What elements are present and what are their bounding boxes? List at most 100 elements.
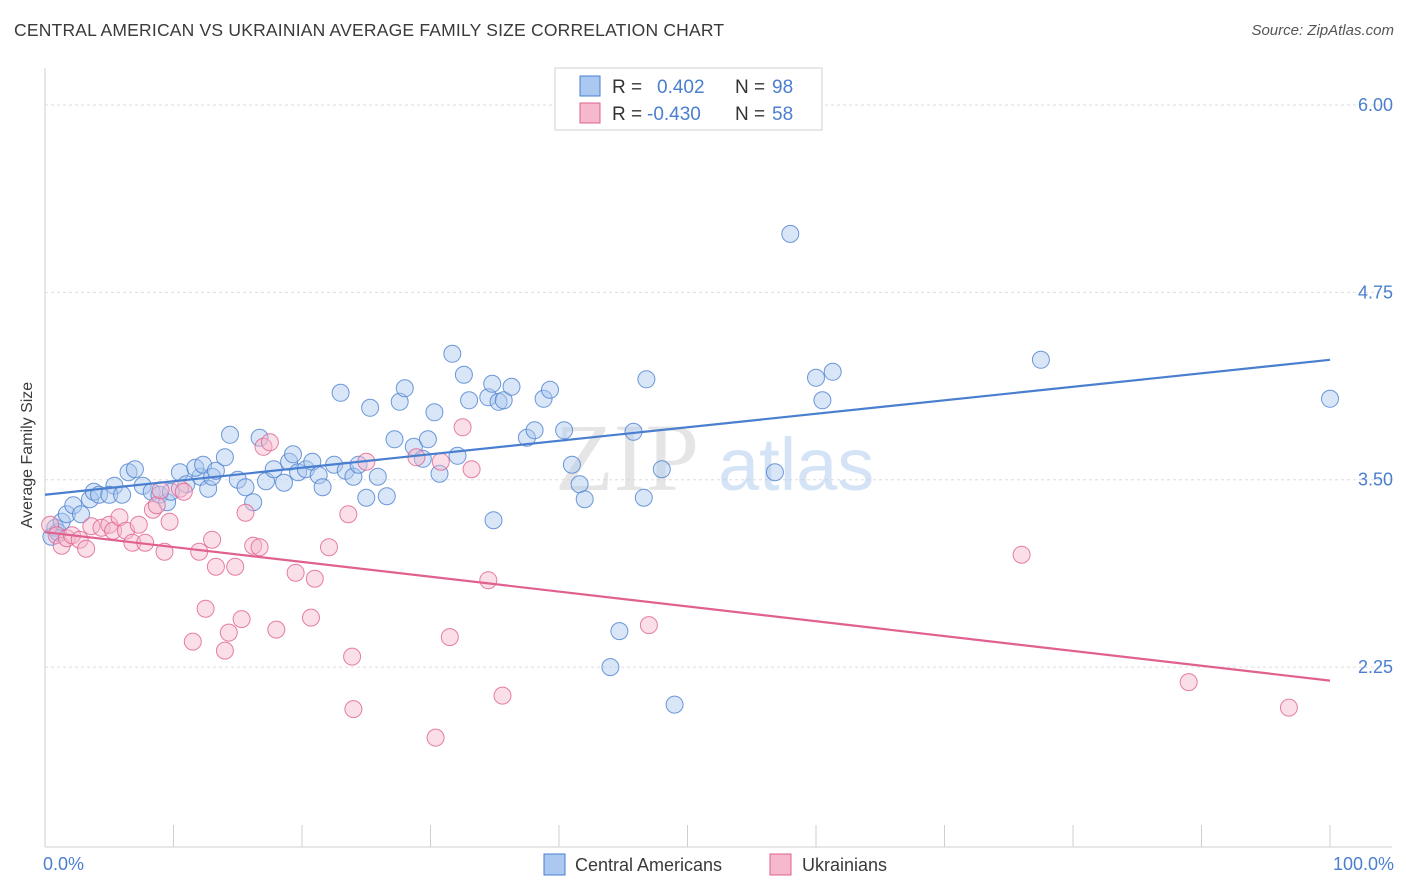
bottom-legend-label-central-americans: Central Americans [575, 855, 722, 875]
legend-r-value-1: -0.430 [647, 104, 701, 125]
central-american-point-27 [206, 461, 225, 480]
watermark-atlas: atlas [718, 423, 874, 506]
central-american-point-36 [275, 473, 293, 492]
central-american-point-51 [368, 467, 387, 486]
ukrainian-point-20 [160, 512, 179, 531]
ukrainian-point-6 [77, 539, 96, 558]
y-tick-labels: 2.25 3.50 4.75 6.00 [1358, 95, 1393, 677]
ukrainian-point-22 [174, 482, 193, 501]
ukrainian-point-49 [440, 628, 459, 647]
ukrainian-point-23 [183, 632, 202, 651]
bottom-legend-label-ukrainians: Ukrainians [802, 855, 887, 875]
central-american-point-73 [534, 389, 553, 408]
series-central-americans [42, 224, 1339, 714]
ukrainian-point-32 [236, 503, 255, 522]
central-american-point-28 [215, 448, 234, 467]
ukrainian-point-28 [215, 641, 234, 660]
ukrainian-point-53 [493, 686, 512, 705]
bottom-legend-swatch-central-americans [543, 853, 566, 876]
ukrainian-point-55 [1012, 545, 1031, 564]
x-tick-label-min: 0.0% [43, 854, 84, 874]
central-american-point-50 [361, 398, 380, 417]
ukrainian-point-56 [1179, 673, 1198, 692]
central-american-point-29 [221, 425, 239, 444]
central-american-point-49 [357, 488, 376, 507]
ukrainian-point-38 [286, 563, 305, 582]
ukrainian-point-33 [244, 536, 263, 555]
series-legend: Central Americans Ukrainians [543, 853, 887, 876]
legend-r-label-1: R = [612, 104, 642, 125]
bottom-legend-swatch-ukrainians [769, 853, 792, 876]
stats-legend: R = 0.402 N = 98 R = -0.430 N = 58 [554, 67, 823, 131]
central-american-point-45 [331, 383, 350, 402]
legend-n-value-1: 58 [772, 104, 793, 125]
ukrainian-point-36 [260, 433, 279, 452]
central-american-point-78 [575, 490, 594, 509]
y-tick-label-1: 3.50 [1358, 470, 1393, 490]
ukrainian-point-35 [254, 437, 273, 456]
central-american-point-53 [385, 430, 404, 449]
central-american-point-74 [541, 380, 559, 399]
ukrainian-point-14 [129, 515, 148, 534]
central-american-point-89 [813, 391, 832, 410]
ukrainian-point-42 [339, 505, 358, 524]
central-american-point-77 [570, 475, 589, 494]
central-american-point-38 [284, 445, 302, 464]
ukrainian-point-43 [343, 647, 362, 666]
central-american-point-43 [313, 478, 332, 497]
chart-source: Source: ZipAtlas.com [1251, 22, 1394, 39]
central-american-point-76 [562, 455, 581, 474]
central-american-point-32 [244, 493, 263, 512]
central-american-point-71 [517, 428, 536, 447]
legend-swatch-central-americans [579, 75, 601, 97]
grid-lines [45, 104, 1392, 668]
ukrainian-point-52 [479, 571, 498, 590]
central-american-point-14 [125, 460, 144, 479]
central-american-point-75 [555, 421, 574, 440]
ukrainian-point-47 [426, 728, 445, 747]
ukrainian-point-37 [267, 620, 286, 639]
legend-n-label-1: N = [735, 104, 765, 125]
central-american-point-47 [344, 467, 363, 486]
central-american-point-54 [390, 392, 409, 411]
x-tick-label-max: 100.0% [1333, 854, 1394, 874]
trend-line-central-americans [44, 358, 1331, 496]
central-american-point-70 [502, 377, 521, 396]
series-ukrainians [41, 418, 1298, 747]
central-american-point-91 [1031, 350, 1050, 369]
central-american-point-6 [72, 505, 90, 524]
ukrainian-point-31 [232, 610, 251, 629]
legend-n-value-0: 98 [772, 77, 793, 98]
central-american-point-69 [494, 391, 513, 410]
central-american-point-85 [665, 695, 684, 714]
central-american-point-5 [64, 496, 83, 515]
ukrainian-point-25 [196, 599, 215, 618]
central-american-point-88 [807, 368, 825, 387]
axes [44, 68, 1392, 848]
central-american-point-67 [484, 511, 503, 530]
y-tick-label-2: 4.75 [1358, 282, 1393, 302]
ukrainian-point-54 [639, 616, 658, 635]
central-american-point-79 [601, 658, 620, 677]
central-american-point-55 [395, 379, 414, 398]
ukrainian-point-48 [431, 452, 450, 471]
ukrainian-point-57 [1279, 698, 1298, 717]
central-american-point-12 [113, 485, 132, 504]
central-american-point-80 [610, 622, 629, 641]
central-american-point-92 [1321, 389, 1339, 408]
central-american-point-25 [199, 479, 218, 498]
ukrainian-point-29 [219, 623, 238, 642]
central-american-point-82 [634, 488, 653, 507]
ukrainian-point-17 [147, 496, 166, 515]
ukrainian-point-44 [344, 700, 363, 719]
central-american-point-90 [823, 362, 842, 381]
ukrainian-point-51 [462, 460, 481, 479]
central-american-point-86 [765, 463, 784, 482]
central-american-point-83 [637, 370, 656, 389]
central-american-point-87 [781, 224, 800, 243]
y-tick-label-0: 2.25 [1358, 657, 1393, 677]
legend-r-value-0: 0.402 [657, 77, 705, 98]
trend-line-ukrainians [44, 531, 1331, 682]
central-american-point-31 [236, 478, 255, 497]
